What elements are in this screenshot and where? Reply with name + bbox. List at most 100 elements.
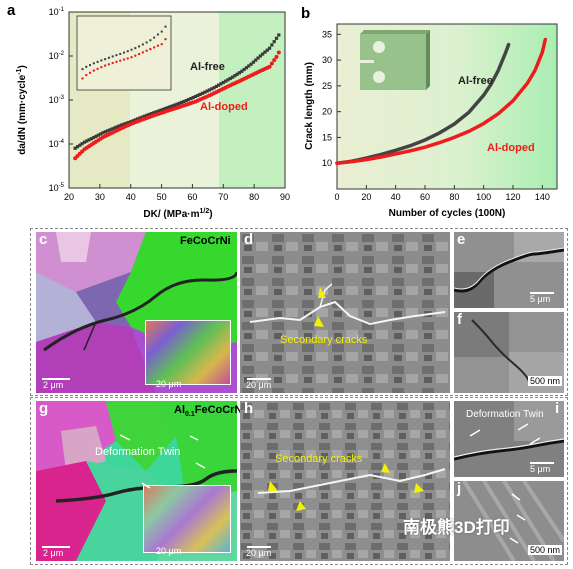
chart-a-point-al-doped	[269, 61, 274, 66]
chart-a-point-al-free	[233, 74, 237, 78]
chart-a-point-al-free	[105, 129, 110, 133]
panel-d-scalebar	[247, 378, 271, 380]
chart-a-point-al-free	[163, 106, 168, 111]
sem-image-d	[240, 232, 450, 393]
panel-h-secondary-cracks: Secondary cracks	[275, 453, 363, 465]
chart-a-point-al-free	[210, 87, 214, 91]
panel-label-g: g	[39, 400, 49, 417]
chart-a-point-al-free	[205, 89, 209, 93]
inset-point-al-free	[111, 55, 114, 58]
chart-a-ylabel: da/dN (mm·cycle-1)	[16, 65, 28, 155]
chart-a-point-al-free	[203, 90, 207, 94]
chart-b-ytick: 10	[322, 158, 332, 168]
panel-label-d: d	[244, 231, 254, 248]
panel-i-scale-text: 5 μm	[530, 464, 551, 474]
chart-a-point-al-free	[122, 122, 126, 126]
chart-a-point-al-free	[214, 84, 218, 89]
chart-a-xtick: 30	[95, 192, 105, 202]
chart-a-point-al-free	[131, 119, 135, 123]
chart-a-point-al-free	[156, 109, 161, 113]
panel-label-a: a	[7, 2, 16, 19]
chart-a-point-al-free	[242, 67, 246, 72]
inset-point-al-doped	[96, 67, 99, 71]
inset-point-al-doped	[137, 52, 141, 56]
chart-b-ytick: 25	[322, 81, 332, 91]
panel-label-c: c	[39, 231, 48, 248]
chart-a-point-al-doped	[267, 64, 272, 69]
chart-a-point-al-free	[117, 124, 121, 128]
chart-a-point-al-free	[147, 112, 151, 117]
legend-al-doped-a: Al-doped	[200, 101, 248, 113]
chart-a: 20 30 40 50 60 70 80 90 10-1 10-2 10-3 10-4 10-5 Al-…	[16, 7, 290, 220]
chart-a-point-al-doped	[274, 54, 279, 59]
chart-b-line-al-doped	[335, 37, 548, 165]
chart-a-point-al-free	[263, 50, 267, 54]
ebsd-map-c	[36, 232, 237, 393]
chart-a-point-al-free	[159, 108, 163, 112]
panel-g-title: Al0.1FeCoCrNi	[174, 404, 246, 419]
panel-h-scalebar	[247, 546, 271, 548]
chart-a-point-al-free	[228, 76, 232, 81]
chart-a-point-al-free	[73, 146, 77, 150]
inset-point-al-free	[164, 25, 167, 28]
panel-j-scale-text: 500 nm	[528, 545, 563, 555]
chart-a-point-al-free	[221, 80, 225, 85]
chart-a-point-al-free	[180, 100, 184, 105]
chart-a-xtick: 70	[218, 192, 228, 202]
chart-a-point-al-free	[145, 113, 149, 117]
chart-b-ytick: 30	[322, 55, 332, 65]
inset-point-al-doped	[103, 64, 107, 67]
inset-point-al-free	[134, 47, 137, 50]
panel-f-scale-text: 500 nm	[528, 376, 563, 386]
inset-point-al-free	[145, 41, 148, 44]
panel-g-twin-label: Deformation Twin	[95, 446, 181, 458]
inset-point-al-free	[85, 65, 88, 68]
chart-a-point-al-free	[265, 48, 269, 52]
inset-point-al-doped	[149, 47, 152, 51]
chart-a-point-al-free	[274, 36, 279, 40]
chart-b-line-al-free	[335, 42, 511, 165]
watermark: 南极熊3D打印	[403, 518, 510, 537]
chart-a-point-al-free	[149, 111, 154, 116]
inset-point-al-doped	[145, 49, 148, 52]
inset-point-al-free	[100, 59, 103, 62]
chart-a-point-al-free	[112, 126, 117, 130]
chart-a-point-al-free	[85, 139, 89, 143]
chart-a-inset	[81, 25, 167, 80]
chart-a-point-al-free	[184, 98, 188, 103]
chart-a-xtick: 20	[64, 192, 74, 202]
chart-a-point-al-doped	[272, 58, 277, 63]
chart-a-point-al-free	[103, 130, 107, 134]
panel-label-h: h	[244, 400, 254, 417]
chart-a-point-al-free	[129, 120, 133, 124]
chart-a-point-al-free	[108, 128, 112, 132]
chart-a-point-al-free	[217, 83, 221, 87]
chart-a-point-al-free	[168, 105, 172, 109]
chart-b-ylabel: Crack length (mm)	[304, 62, 315, 150]
chart-a-point-al-free	[140, 115, 144, 119]
legend-al-free-a: Al-free	[190, 61, 225, 73]
chart-b-xtick: 140	[535, 192, 550, 202]
chart-a-point-al-free	[277, 33, 281, 37]
chart-a-point-al-free	[270, 43, 274, 47]
inset-point-al-doped	[156, 44, 160, 47]
inset-point-al-doped	[130, 56, 133, 59]
panel-label-b: b	[301, 5, 311, 22]
sem-image-f	[454, 312, 564, 393]
inset-point-al-doped	[152, 46, 156, 49]
chart-a-point-al-free	[177, 101, 181, 105]
chart-a-ytick: 10-5	[49, 183, 65, 193]
chart-a-point-al-free	[99, 132, 103, 136]
chart-a-point-al-free	[196, 93, 200, 98]
chart-a-ytick: 10-4	[49, 139, 65, 149]
chart-a-point-al-free	[235, 72, 239, 76]
chart-b-xtick: 100	[476, 192, 491, 202]
chart-a-xtick: 80	[249, 192, 259, 202]
chart-a-point-al-free	[136, 117, 140, 121]
chart-a-point-al-free	[212, 86, 216, 90]
chart-a-point-al-free	[75, 145, 80, 149]
inset-point-al-doped	[107, 63, 111, 66]
inset-point-al-doped	[92, 69, 96, 72]
chart-a-point-al-free	[82, 140, 87, 144]
inset-point-al-free	[138, 45, 141, 48]
